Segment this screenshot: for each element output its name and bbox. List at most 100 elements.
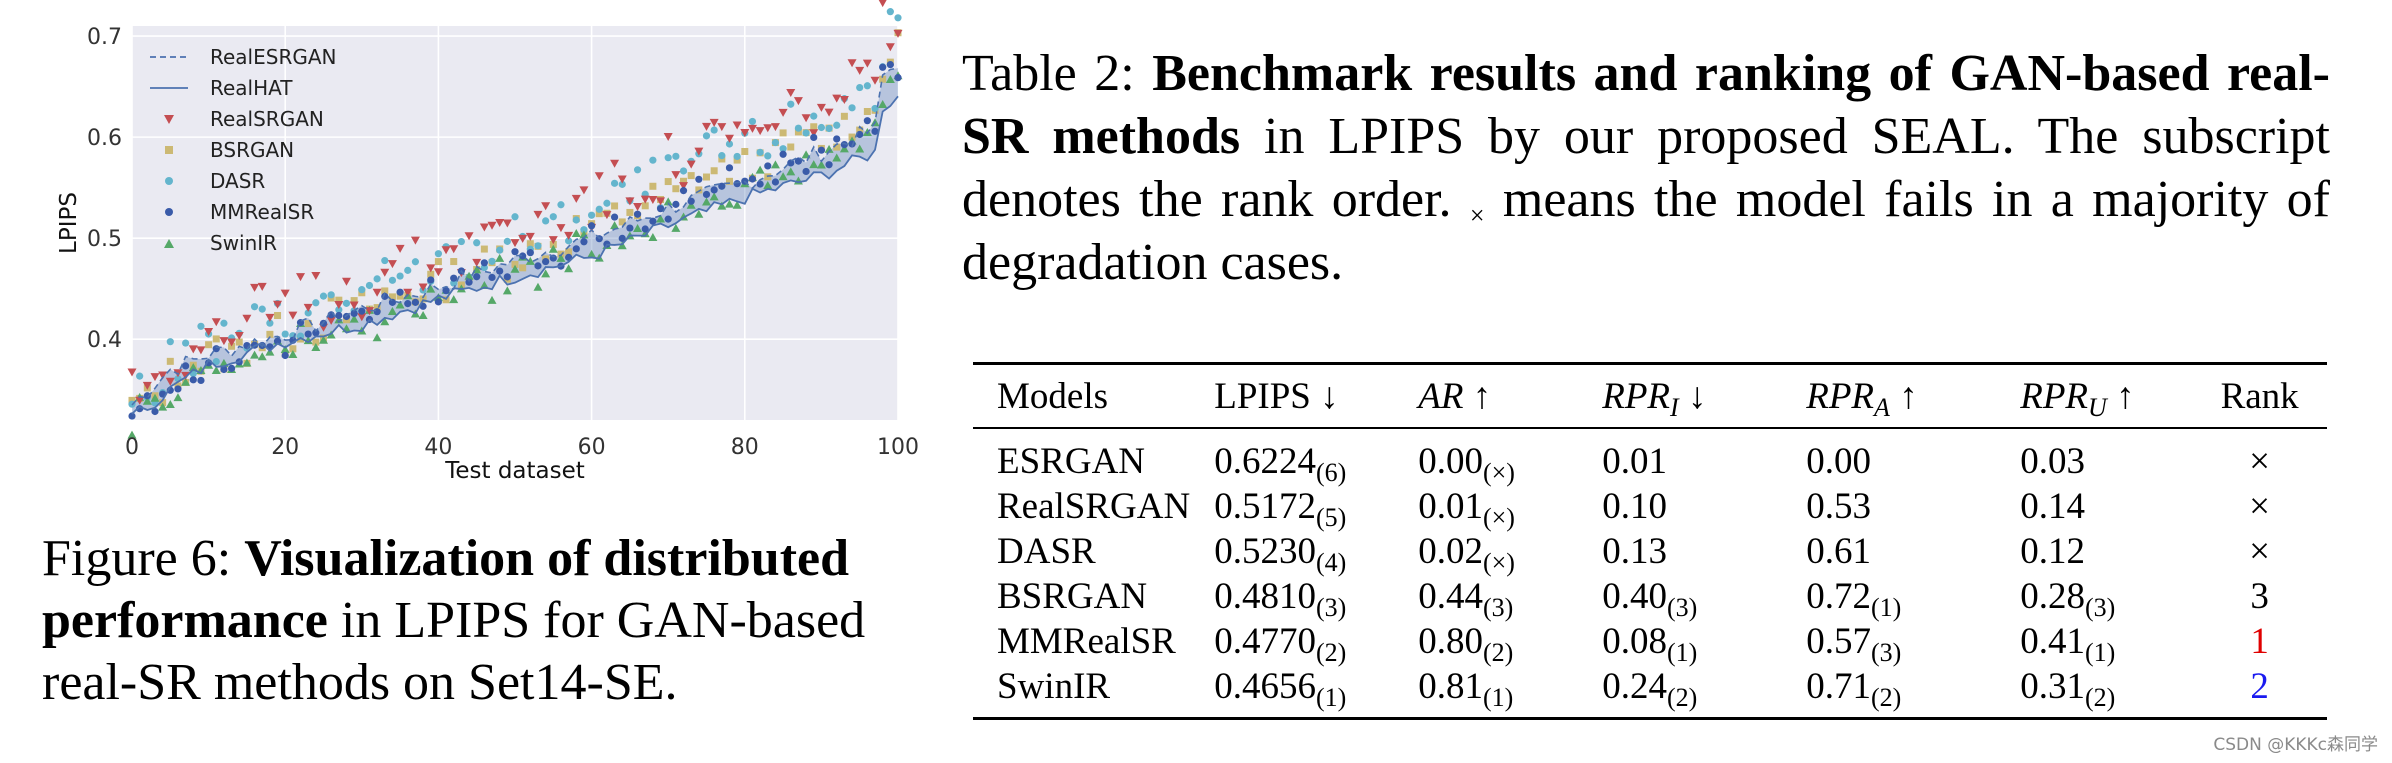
cell-rpru-value: 0.28 bbox=[2020, 576, 2085, 617]
cell-ar-rank: (×) bbox=[1482, 458, 1515, 487]
data-point-realsrgan bbox=[227, 338, 237, 347]
data-point-realsrgan bbox=[265, 313, 275, 322]
cell-lpips-value: 0.4770 bbox=[1214, 621, 1316, 662]
table-row: ESRGAN 0.6224(6) 0.00(×) 0.01 0.00 0.03 … bbox=[973, 428, 2327, 487]
data-point-realsrgan bbox=[778, 108, 788, 117]
header-rpru: RPRU ↑ bbox=[1996, 363, 2211, 429]
data-point-realsrgan bbox=[250, 283, 260, 292]
figure-caption-prefix: Figure 6: bbox=[42, 530, 245, 587]
data-point-swinir bbox=[426, 284, 436, 293]
data-point-mmrealsr bbox=[220, 365, 228, 374]
data-point-swinir bbox=[380, 317, 390, 326]
data-point-dasr bbox=[863, 82, 871, 90]
data-point-mmrealsr bbox=[748, 175, 757, 183]
cell-rpru: 0.03 bbox=[1996, 428, 2210, 484]
data-point-realsrgan bbox=[640, 195, 650, 204]
data-point-dasr bbox=[381, 256, 389, 265]
data-point-swinir bbox=[449, 295, 459, 304]
data-point-swinir bbox=[533, 282, 543, 291]
data-point-bsrgan bbox=[733, 156, 741, 164]
data-point-swinir bbox=[694, 209, 704, 218]
cell-rpri-rank: (3) bbox=[1666, 593, 1698, 622]
data-point-mmrealsr bbox=[534, 262, 542, 270]
data-point-realsrgan bbox=[204, 328, 214, 337]
data-point-dasr bbox=[496, 246, 504, 254]
data-point-mmrealsr bbox=[174, 385, 182, 393]
data-point-realsrgan bbox=[487, 221, 497, 230]
header-rpri-sub: I bbox=[1670, 392, 1679, 422]
data-point-dasr bbox=[856, 83, 864, 92]
data-point-bsrgan bbox=[680, 177, 688, 185]
cell-rpri-value: 0.40 bbox=[1602, 576, 1667, 617]
cell-lpips-rank: (1) bbox=[1315, 683, 1347, 712]
data-point-swinir bbox=[755, 165, 765, 174]
cell-rank: 1 bbox=[2250, 621, 2269, 662]
data-point-mmrealsr bbox=[710, 186, 718, 194]
cell-rpra: 0.71(2) bbox=[1782, 664, 1996, 719]
data-point-mmrealsr bbox=[358, 307, 366, 315]
header-rpra-sub: A bbox=[1874, 392, 1890, 422]
cell-ar: 0.00(×) bbox=[1394, 428, 1578, 487]
data-point-realsrgan bbox=[763, 124, 773, 133]
data-point-realsrgan bbox=[387, 260, 397, 269]
data-point-swinir bbox=[158, 402, 168, 411]
data-point-swinir bbox=[816, 160, 826, 169]
data-point-realsrgan bbox=[349, 301, 359, 310]
data-point-swinir bbox=[648, 233, 658, 242]
table-row: MMRealSR 0.4770(2) 0.80(2) 0.08(1) 0.57(… bbox=[973, 619, 2327, 666]
data-point-dasr bbox=[488, 257, 496, 265]
cell-model: MMRealSR bbox=[997, 621, 1176, 662]
data-point-realsrgan bbox=[610, 159, 620, 168]
data-point-realsrgan bbox=[165, 377, 175, 386]
cell-model: SwinIR bbox=[997, 666, 1111, 707]
data-point-swinir bbox=[242, 358, 252, 367]
data-point-swinir bbox=[127, 430, 137, 439]
cell-rpra-value: 0.72 bbox=[1806, 576, 1871, 617]
data-point-realsrgan bbox=[303, 303, 313, 312]
data-point-realsrgan bbox=[257, 282, 267, 291]
cell-model: RealSRGAN bbox=[997, 486, 1191, 527]
data-point-realsrgan bbox=[380, 268, 390, 277]
data-point-dasr bbox=[166, 338, 174, 346]
data-point-mmrealsr bbox=[733, 180, 741, 188]
data-point-swinir bbox=[548, 244, 558, 253]
data-point-realsrgan bbox=[541, 202, 551, 211]
data-point-dasr bbox=[327, 291, 335, 299]
data-point-realsrgan bbox=[135, 396, 145, 405]
data-point-realsrgan bbox=[357, 313, 367, 322]
cell-rpra-value: 0.00 bbox=[1806, 441, 1871, 482]
data-point-bsrgan bbox=[381, 287, 389, 295]
data-point-bsrgan bbox=[595, 210, 603, 218]
data-point-mmrealsr bbox=[572, 245, 580, 253]
data-point-realsrgan bbox=[311, 271, 321, 280]
x-tick-label: 40 bbox=[424, 435, 452, 460]
data-point-bsrgan bbox=[672, 185, 680, 193]
figure-caption-bold: Visualization of distributed performance bbox=[42, 530, 850, 649]
legend-entry-swinir: SwinIR bbox=[164, 231, 277, 255]
data-point-dasr bbox=[817, 123, 826, 132]
data-point-swinir bbox=[778, 172, 788, 181]
header-ar: AR ↑ bbox=[1394, 363, 1579, 429]
header-rpra-arrow: ↑ bbox=[1889, 375, 1918, 417]
data-point-dasr bbox=[748, 117, 757, 126]
data-point-realsrgan bbox=[495, 218, 505, 227]
data-point-dasr bbox=[404, 266, 412, 274]
data-point-realsrgan bbox=[755, 127, 765, 136]
data-point-realsrgan bbox=[885, 43, 895, 52]
data-point-mmrealsr bbox=[771, 178, 780, 186]
cell-model: DASR bbox=[997, 531, 1096, 572]
data-point-swinir bbox=[173, 393, 183, 402]
data-point-mmrealsr bbox=[695, 175, 703, 183]
cell-rpri-value: 0.24 bbox=[1602, 666, 1667, 707]
data-point-dasr bbox=[633, 166, 642, 174]
data-point-mmrealsr bbox=[672, 200, 680, 208]
data-point-realsrgan bbox=[893, 29, 903, 38]
data-point-realsrgan bbox=[441, 246, 451, 255]
cell-ar-rank: (3) bbox=[1482, 593, 1514, 622]
data-point-bsrgan bbox=[626, 208, 634, 216]
data-point-dasr bbox=[503, 237, 511, 245]
data-point-swinir bbox=[510, 264, 520, 273]
data-point-realsrgan bbox=[663, 133, 673, 142]
cell-lpips: 0.4810(3) bbox=[1190, 574, 1394, 621]
data-point-bsrgan bbox=[879, 75, 887, 83]
